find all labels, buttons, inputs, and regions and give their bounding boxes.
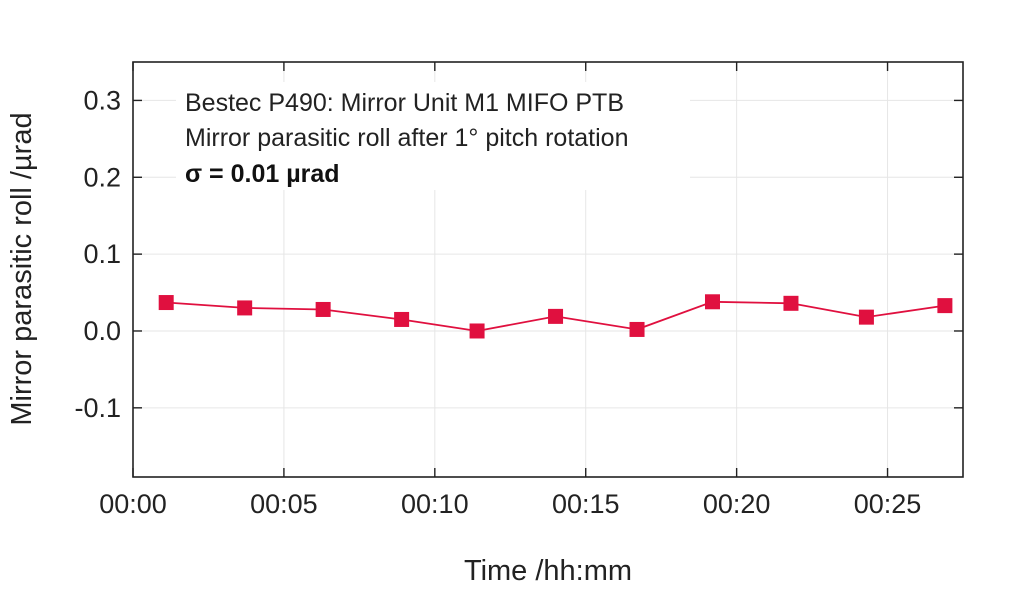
annotation-line-2: Mirror parasitic roll after 1° pitch rot…: [185, 124, 628, 152]
y-tick-label: 0.2: [83, 162, 121, 192]
x-tick-label: 00:05: [250, 489, 318, 519]
data-point-marker: [858, 309, 874, 325]
y-tick-label: 0.1: [83, 239, 121, 269]
y-axis-title: Mirror parasitic roll /µrad: [6, 112, 38, 425]
x-axis-title: Time /hh:mm: [464, 555, 632, 587]
y-tick-label: 0.0: [83, 316, 121, 346]
x-tick-label: 00:25: [854, 489, 922, 519]
annotation-backdrop: [176, 82, 690, 190]
annotation-sigma: σ = 0.01 µrad: [185, 160, 340, 188]
x-tick-label: 00:00: [99, 489, 167, 519]
annotation-line-1: Bestec P490: Mirror Unit M1 MIFO PTB: [185, 89, 624, 117]
data-point-marker: [469, 323, 485, 339]
x-tick-label: 00:10: [401, 489, 469, 519]
data-point-marker: [629, 321, 645, 337]
data-point-marker: [158, 295, 174, 311]
plot-frame: [132, 61, 964, 478]
data-point-marker: [704, 294, 720, 310]
data-point-marker: [394, 311, 410, 327]
series-group: [158, 294, 953, 339]
data-point-marker: [937, 298, 953, 314]
y-tick-label: 0.3: [83, 85, 121, 115]
data-point-marker: [783, 295, 799, 311]
y-tick-labels: 0.3 0.2 0.1 0.0 -0.1: [74, 85, 121, 422]
x-tick-label: 00:15: [552, 489, 620, 519]
data-point-marker: [548, 308, 564, 324]
x-tick-label: 00:20: [703, 489, 771, 519]
data-point-marker: [315, 301, 331, 317]
x-tick-labels: 00:00 00:05 00:10 00:15 00:20 00:25: [99, 489, 921, 519]
y-tick-label: -0.1: [74, 393, 121, 423]
data-point-marker: [237, 300, 253, 316]
